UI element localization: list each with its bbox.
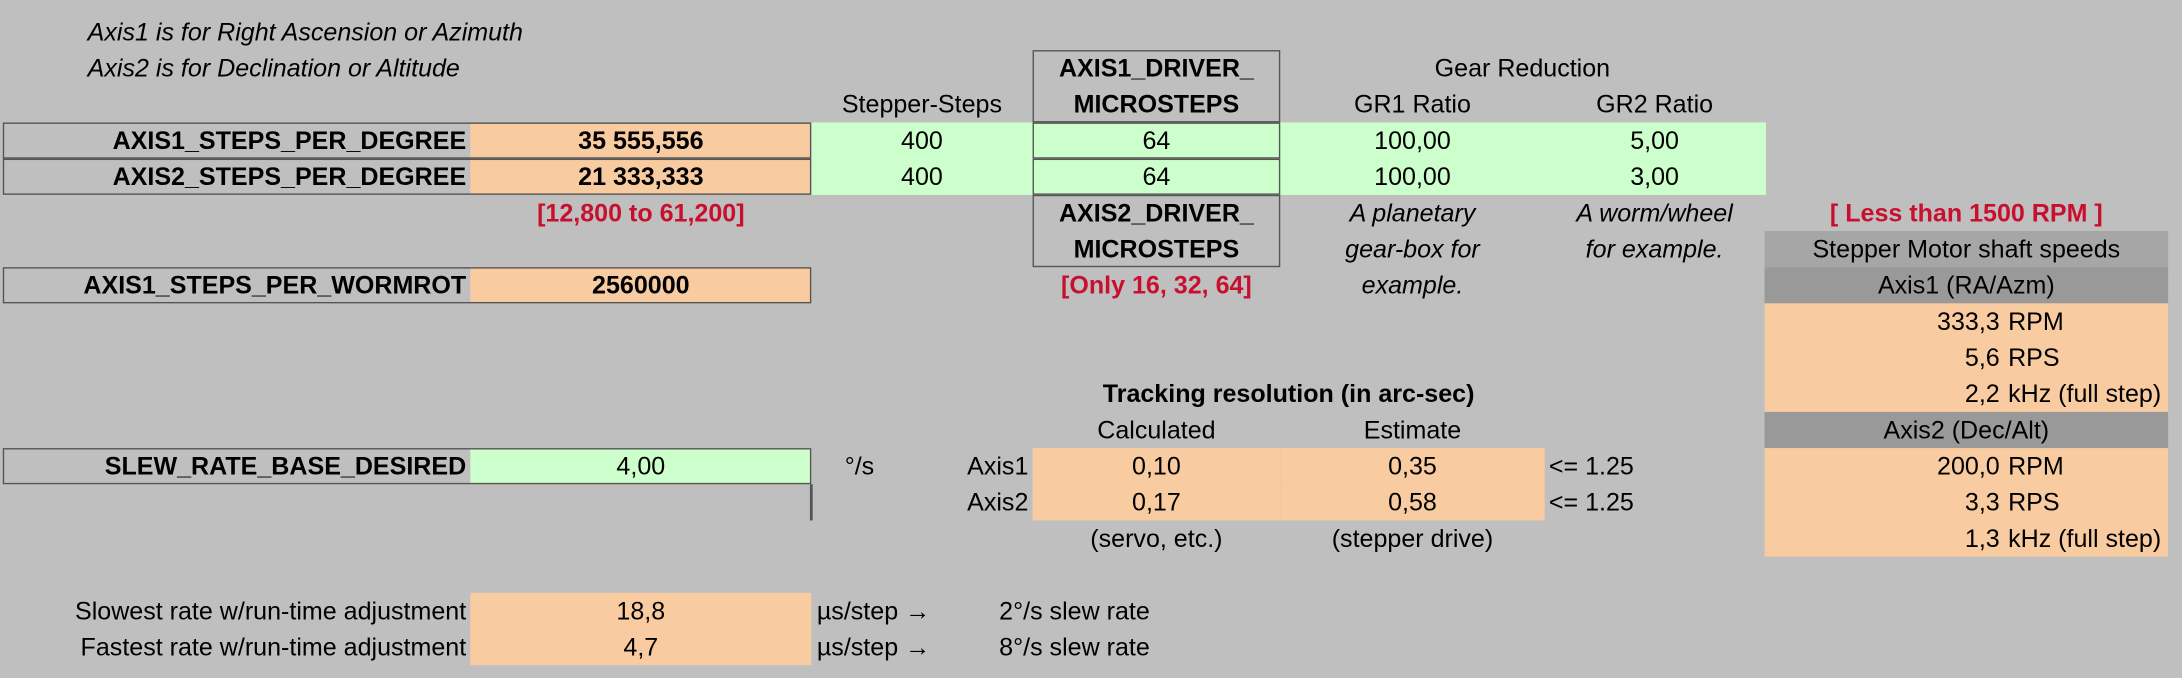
note: Axis1 is for Right Ascension or Azimuth [87, 18, 523, 46]
microsteps-note: [Only 16, 32, 64] [1061, 271, 1252, 300]
speed-unit: kHz (full step) [2008, 379, 2162, 408]
speed-value: 200,0 [1937, 452, 2000, 481]
gr1-note: A planetary [1349, 198, 1476, 227]
col-header: Estimate [1363, 416, 1462, 444]
driver-box [1032, 194, 1281, 268]
gr1: 100,00 [1280, 122, 1545, 159]
bg [1764, 484, 2169, 521]
microsteps: 64 [1032, 122, 1281, 159]
row-border [2, 158, 812, 195]
driver-header: AXIS2_DRIVER_ [1058, 198, 1254, 227]
param-value: 2560000 [470, 267, 812, 304]
speed-value: 1,3 [1964, 524, 2000, 553]
bg [1764, 375, 2169, 412]
driver-header: MICROSTEPS [1073, 90, 1240, 119]
gr1: 100,00 [1280, 158, 1545, 195]
speed-value: 2,2 [1964, 379, 2000, 408]
cell-border [1032, 122, 1281, 159]
gr1-note: example. [1361, 271, 1464, 300]
col-header: GR2 Ratio [1596, 90, 1714, 119]
row-border [2, 267, 812, 304]
row-border [2, 448, 812, 485]
param-label: SLEW_RATE_BASE_DESIRED [104, 452, 467, 481]
row-border [2, 122, 812, 159]
bg [1764, 303, 2169, 340]
cell-edge [809, 484, 813, 521]
gear-reduction-header: Gear Reduction [1434, 54, 1611, 83]
gr2-note: A worm/wheel [1576, 198, 1733, 227]
note: Axis2 is for Declination or Altitude [87, 54, 460, 83]
speed-unit: RPS [2008, 343, 2060, 372]
rate-label: Fastest rate w/run-time adjustment [80, 633, 467, 662]
gr2: 3,00 [1544, 158, 1765, 195]
est-value: 0,35 [1280, 448, 1545, 485]
calc-value: 0,17 [1032, 484, 1281, 521]
param-value: 35 555,556 [470, 122, 812, 159]
rate-note: 8°/s slew rate [999, 633, 1150, 662]
driver-box [1032, 50, 1281, 123]
est-value: 0,58 [1280, 484, 1545, 521]
driver-header: AXIS1_DRIVER_ [1058, 54, 1254, 83]
param-value: 21 333,333 [470, 158, 812, 195]
param-value: 4,00 [470, 448, 812, 485]
cell-border [1032, 158, 1281, 195]
param-label: AXIS1_STEPS_PER_WORMROT [83, 271, 467, 300]
calc-value: 0,10 [1032, 448, 1281, 485]
rate-value: 4,7 [470, 629, 812, 666]
gr2: 5,00 [1544, 122, 1765, 159]
col-header: Stepper-Steps [841, 90, 1002, 119]
bg [1764, 448, 2169, 485]
unit: µs/step → [816, 633, 931, 662]
unit: µs/step → [816, 596, 931, 625]
rpm-limit: [ Less than 1500 RPM ] [1829, 198, 2103, 227]
footnote: (stepper drive) [1331, 524, 1494, 553]
speed-value: 3,3 [1964, 488, 2000, 517]
microsteps: 64 [1032, 158, 1281, 195]
speed-unit: RPS [2008, 488, 2060, 517]
gr1-note: gear-box for [1345, 235, 1480, 264]
speed-value: 5,6 [1964, 343, 2000, 372]
gr2-note: for example. [1585, 235, 1724, 264]
param-label: AXIS2_STEPS_PER_DEGREE [112, 162, 467, 191]
stepper-steps: 400 [811, 158, 1033, 195]
footnote: (servo, etc.) [1090, 524, 1223, 553]
axis-label: Axis2 [967, 488, 1029, 517]
col-header: Calculated [1097, 416, 1216, 444]
stepper-steps: 400 [811, 122, 1033, 159]
range-note: [12,800 to 61,200] [537, 198, 745, 227]
limit: <= 1.25 [1548, 452, 1634, 481]
speed-value: 333,3 [1937, 307, 2000, 336]
speeds-title: Stepper Motor shaft speeds [1764, 231, 2169, 268]
bg [1764, 520, 2169, 557]
rate-note: 2°/s slew rate [999, 596, 1150, 625]
bg [1764, 339, 2169, 376]
param-label: AXIS1_STEPS_PER_DEGREE [112, 126, 467, 155]
driver-header: MICROSTEPS [1073, 235, 1240, 264]
tracking-title: Tracking resolution (in arc-sec) [1102, 379, 1475, 408]
axis-header: Axis2 (Dec/Alt) [1764, 411, 2169, 449]
speed-unit: RPM [2008, 307, 2064, 336]
axis-header: Axis1 (RA/Azm) [1764, 267, 2169, 304]
limit: <= 1.25 [1548, 488, 1634, 517]
rate-value: 18,8 [470, 592, 812, 630]
col-header: GR1 Ratio [1353, 90, 1471, 119]
speed-unit: kHz (full step) [2008, 524, 2162, 553]
speed-unit: RPM [2008, 452, 2064, 481]
rate-label: Slowest rate w/run-time adjustment [74, 596, 467, 625]
axis-label: Axis1 [967, 452, 1029, 481]
unit: °/s [844, 452, 875, 481]
